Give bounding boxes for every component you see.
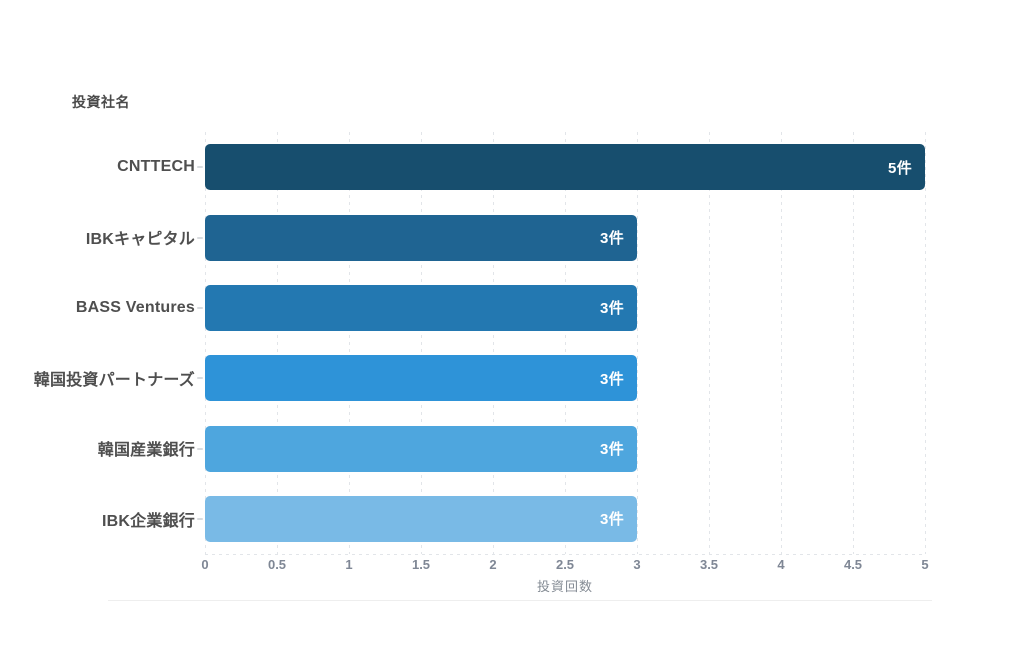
chart-title: 投資社名 — [72, 94, 130, 110]
bar-value-label: 5件 — [888, 159, 912, 177]
gridline — [205, 132, 206, 554]
divider — [108, 600, 932, 601]
category-label: IBK企業銀行 — [102, 512, 195, 530]
category-tick-mark — [197, 447, 203, 450]
category-label: IBKキャピタル — [85, 231, 195, 249]
category-label: 韓国産業銀行 — [97, 442, 195, 460]
x-axis-tick-label: 3.5 — [699, 557, 719, 572]
x-axis-tick-label: 3 — [633, 557, 641, 572]
category-axis: CNTTECH IBKキャピタル BASS Ventures 韓国投資パートナーズ韓国… — [0, 132, 203, 554]
x-axis-tick-label: 5 — [921, 557, 929, 572]
gridline — [853, 132, 854, 554]
category-tick-mark — [197, 517, 203, 520]
gridline — [781, 132, 782, 554]
gridline — [925, 132, 926, 554]
category-label: CNTTECH — [117, 158, 195, 176]
x-axis-tick-label: 1 — [345, 557, 353, 572]
gridline — [709, 132, 710, 554]
category-label: 韓国投資パートナーズ — [33, 372, 195, 390]
x-axis-tick-label: 1.5 — [411, 557, 431, 572]
x-axis-tick-label: 0 — [201, 557, 209, 572]
x-axis-label: 投資回数 — [536, 579, 594, 594]
gridline — [421, 132, 422, 554]
category-tick-mark — [197, 166, 203, 169]
bar[interactable]: 3件 — [205, 214, 637, 261]
gridline — [637, 132, 638, 554]
bar[interactable]: 3件 — [205, 495, 637, 542]
gridline — [493, 132, 494, 554]
category-tick-mark — [197, 377, 203, 380]
bar-value-label: 3件 — [600, 300, 624, 318]
category-tick-mark — [197, 236, 203, 239]
bar-value-label: 3件 — [600, 370, 624, 388]
bar[interactable]: 5件 — [205, 144, 925, 191]
x-axis-tick-label: 4.5 — [843, 557, 863, 572]
bar-value-label: 3件 — [600, 441, 624, 458]
category-tick-mark — [197, 306, 203, 309]
bar[interactable]: 3件 — [205, 284, 637, 331]
x-axis-tick-label: 2 — [489, 557, 497, 572]
bar[interactable]: 3件 — [205, 425, 637, 472]
bar-value-label: 3件 — [600, 230, 624, 247]
x-axis-line — [205, 554, 925, 555]
plot-area: 5件 3件 3件 3件 3件 3件 — [205, 132, 926, 555]
category-label: BASS Ventures — [75, 298, 195, 316]
bar-value-label: 3件 — [600, 511, 624, 529]
gridline — [277, 132, 278, 554]
x-axis-tick-label: 2.5 — [555, 557, 575, 572]
gridline — [565, 132, 566, 554]
x-axis-tick-label: 4 — [777, 557, 785, 572]
bar[interactable]: 3件 — [205, 355, 637, 402]
gridline — [349, 132, 350, 554]
x-axis-tick-label: 0.5 — [267, 557, 287, 572]
